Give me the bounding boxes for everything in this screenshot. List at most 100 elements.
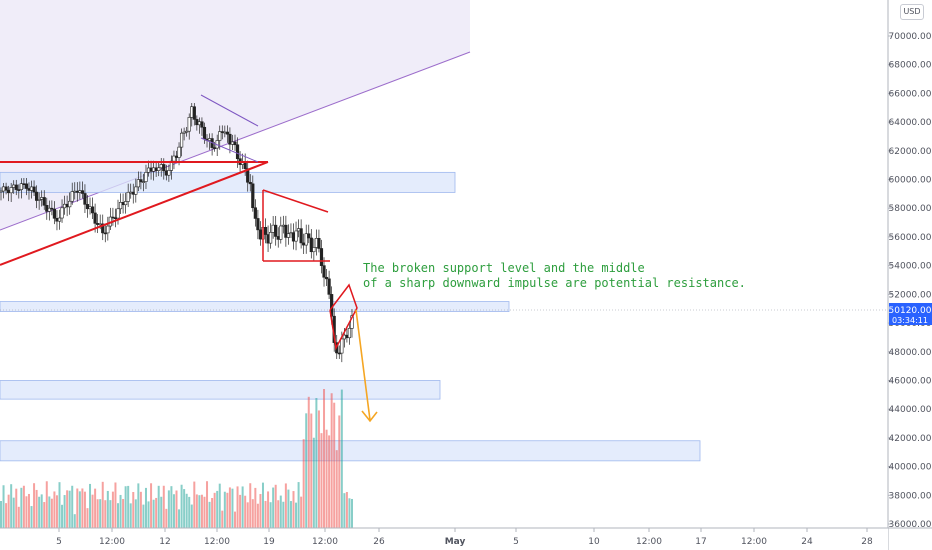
volume-bar (71, 485, 74, 528)
price-axis[interactable]: 70000.00 68000.00 66000.00 64000.00 62000.00… (887, 0, 932, 550)
triangle-top-line (262, 189, 329, 213)
candle (47, 200, 51, 221)
time-tick-label: 19 (263, 537, 275, 547)
candle (279, 216, 283, 244)
volume-bar (40, 494, 43, 528)
volume-bar (134, 499, 137, 528)
volume-bar (132, 492, 135, 528)
volume-bar (246, 502, 249, 528)
candle (90, 197, 95, 220)
volume-bars (0, 389, 353, 528)
volume-bar (61, 504, 64, 528)
volume-bar (15, 488, 18, 528)
volume-bar (234, 511, 236, 528)
candle (167, 164, 171, 182)
price-tick-label: 48000.00 (889, 348, 932, 358)
trendline-support (0, 161, 269, 266)
pennant-lines (329, 283, 358, 351)
candle (52, 201, 57, 225)
volume-bar (20, 487, 23, 528)
volume-bar (310, 413, 313, 528)
volume-bar (241, 486, 244, 528)
candle (284, 215, 288, 247)
volume-bar (0, 501, 2, 528)
candle (256, 209, 260, 240)
volume-bar (178, 509, 181, 528)
volume-bar (317, 410, 320, 528)
time-axis[interactable]: 5 12:00 12 12:00 19 12:00 26 May 5 10 12:00 17 12:00… (0, 527, 932, 550)
volume-bar (231, 488, 234, 528)
time-tick-label: 12:00 (99, 537, 125, 547)
volume-bar (2, 485, 5, 528)
volume-bar (94, 488, 97, 528)
volume-bar (86, 508, 89, 528)
price-tick-label: 52000.00 (889, 290, 932, 300)
annotation-line-2: of a sharp downward impulse are potentia… (363, 276, 746, 290)
volume-bar (183, 489, 186, 528)
volume-bar (22, 485, 25, 528)
candle (327, 270, 331, 299)
candle (80, 181, 84, 199)
candle (37, 192, 41, 210)
volume-bar (228, 487, 231, 528)
volume-bar (27, 493, 30, 528)
volume-bar (170, 486, 173, 528)
volume-bar (305, 413, 308, 528)
candle (263, 218, 268, 244)
volume-bar (284, 483, 287, 528)
volume-bar (261, 482, 264, 528)
volume-bar (139, 491, 142, 528)
volume-bar (190, 504, 193, 528)
volume-bar (325, 429, 328, 528)
candle (50, 200, 54, 216)
volume-bar (45, 481, 48, 528)
currency-badge[interactable]: USD (900, 4, 924, 20)
volume-bar (221, 510, 224, 528)
price-tick-label: 44000.00 (889, 405, 932, 415)
volume-bar (25, 496, 28, 528)
volume-bar (335, 450, 338, 528)
volume-bar (152, 499, 155, 528)
volume-bar (267, 491, 270, 528)
volume-bar (300, 496, 303, 528)
volume-bar (307, 396, 310, 528)
volume-bar (142, 504, 145, 528)
volume-bar (129, 503, 132, 528)
volume-bar (144, 487, 147, 528)
volume-bar (91, 494, 94, 528)
price-axis-background (888, 0, 932, 550)
volume-bar (333, 402, 336, 528)
candle (24, 177, 29, 196)
candle (246, 160, 250, 192)
volume-bar (96, 499, 99, 528)
candle (319, 239, 324, 274)
candle (179, 128, 184, 157)
time-tick-label: 10 (588, 537, 600, 547)
resistance-zone-upper (0, 171, 456, 193)
volume-bar (188, 496, 191, 528)
volume-bar (127, 485, 130, 528)
candle (14, 179, 18, 196)
candle (251, 175, 255, 212)
volume-bar (239, 494, 242, 528)
flag-top-line (200, 94, 259, 127)
volume-bar (279, 495, 282, 528)
volume-bar (167, 490, 170, 528)
last-price-value: 50120.00 (889, 306, 932, 316)
volume-bar (101, 481, 104, 528)
volume-bar (55, 495, 58, 528)
volume-bar (172, 494, 175, 528)
volume-bar (83, 491, 86, 528)
volume-bar (264, 500, 267, 528)
volume-bar (211, 498, 214, 528)
volume-bar (111, 491, 114, 528)
volume-bar (195, 494, 198, 528)
candle (200, 117, 204, 136)
zone-layer (0, 171, 701, 462)
volume-bar (114, 482, 117, 528)
price-tick-label: 58000.00 (889, 204, 932, 214)
price-tick-label: 54000.00 (889, 262, 932, 272)
volume-bar (157, 485, 160, 528)
candle (139, 171, 143, 190)
